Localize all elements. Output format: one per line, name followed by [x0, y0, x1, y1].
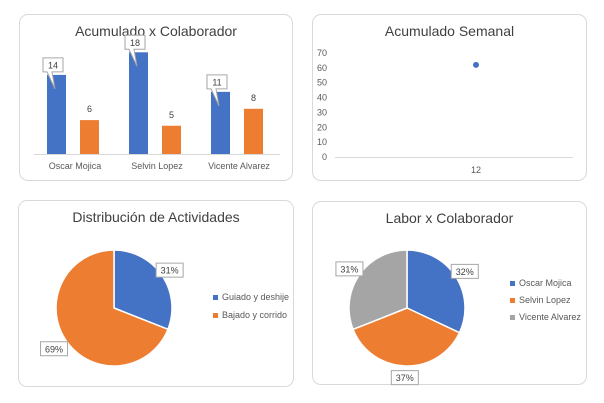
bar — [47, 74, 66, 154]
legend-label: Selvin Lopez — [519, 295, 571, 305]
legend-label: Oscar Mojica — [519, 278, 572, 288]
data-label: 8 — [251, 93, 256, 103]
bar-chart: 14 6 Oscar Mojica 18 5 Selvin Lopez 11 8 Vicente… — [34, 34, 280, 171]
data-label: 5 — [169, 110, 174, 120]
data-label-box — [42, 57, 64, 90]
data-label: 14 — [48, 60, 58, 70]
slice-label: 69% — [45, 344, 63, 354]
y-tick-label: 70 — [317, 48, 327, 58]
bar — [129, 52, 148, 154]
legend-marker — [213, 313, 218, 318]
legend-label: Guiado y deshije — [222, 292, 289, 302]
pie-slice — [352, 307, 461, 367]
chart-card-distribucion-actividades: Distribución de Actividades 31% Guiado y … — [18, 200, 294, 387]
legend-marker — [510, 281, 515, 286]
legend-label: Bajado y corrido — [222, 310, 287, 320]
y-tick-label: 10 — [317, 137, 327, 147]
x-tick-label: Oscar Mojica — [49, 161, 102, 171]
pie-chart: 31% Guiado y deshije 69% Bajado y corrido — [40, 249, 289, 367]
legend-marker — [510, 298, 515, 303]
pie-slice — [55, 249, 169, 367]
data-label: 11 — [212, 77, 221, 87]
slice-label: 31% — [340, 264, 358, 274]
chart-card-acumulado-colaborador: Acumulado x Colaborador 14 6 Oscar Mojica 1… — [19, 14, 293, 181]
legend-marker — [510, 315, 515, 320]
chart-title: Distribución de Actividades — [72, 209, 240, 225]
y-tick-label: 60 — [317, 63, 327, 73]
scatter-chart: 0 10 20 30 40 50 60 70 12 — [317, 48, 573, 175]
legend-label: Vicente Alvarez — [519, 312, 581, 322]
slice-label-box — [40, 341, 69, 357]
slice-label: 32% — [456, 267, 474, 277]
data-label: 6 — [87, 104, 92, 114]
chart-title: Labor x Colaborador — [385, 210, 514, 226]
y-tick-label: 30 — [317, 107, 327, 117]
slice-label-box — [155, 262, 184, 278]
y-tick-label: 20 — [317, 122, 327, 132]
slice-label-box — [390, 370, 419, 386]
data-label: 18 — [130, 38, 140, 48]
bar — [244, 108, 263, 154]
pie-chart: 32% Oscar Mojica 37% Selvin Lopez 31% Vicente… — [335, 249, 581, 386]
slice-label-box — [335, 261, 364, 277]
y-tick-label: 0 — [322, 152, 327, 162]
x-tick-label: 12 — [471, 165, 481, 175]
slice-label: 31% — [161, 266, 179, 276]
chart-card-acumulado-semanal: Acumulado Semanal 0 10 20 30 40 50 60 70 12 — [312, 14, 587, 181]
bar — [162, 125, 181, 154]
chart-card-labor-colaborador: Labor x Colaborador 32% Oscar Mojica 37% Se… — [312, 201, 587, 386]
chart-title: Acumulado x Colaborador — [75, 23, 237, 39]
y-tick-label: 50 — [317, 78, 327, 88]
bar — [211, 91, 230, 154]
x-tick-label: Vicente Alvarez — [208, 161, 270, 171]
legend-marker — [213, 295, 218, 300]
data-label-box — [124, 34, 146, 67]
bar — [80, 120, 99, 154]
slice-label: 37% — [396, 373, 414, 383]
chart-title: Acumulado Semanal — [384, 23, 515, 39]
data-label-box — [206, 74, 228, 107]
x-tick-label: Selvin Lopez — [131, 161, 183, 171]
data-point — [473, 61, 479, 68]
y-tick-label: 40 — [317, 93, 327, 103]
slice-label-box — [450, 263, 479, 279]
